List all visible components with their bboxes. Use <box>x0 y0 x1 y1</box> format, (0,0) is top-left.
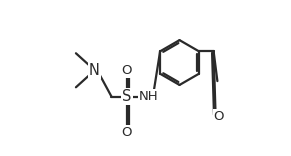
Text: O: O <box>214 110 224 123</box>
Text: N: N <box>89 63 100 78</box>
Text: O: O <box>122 64 132 77</box>
Text: S: S <box>122 89 132 104</box>
Text: NH: NH <box>139 90 158 103</box>
Text: O: O <box>122 126 132 139</box>
